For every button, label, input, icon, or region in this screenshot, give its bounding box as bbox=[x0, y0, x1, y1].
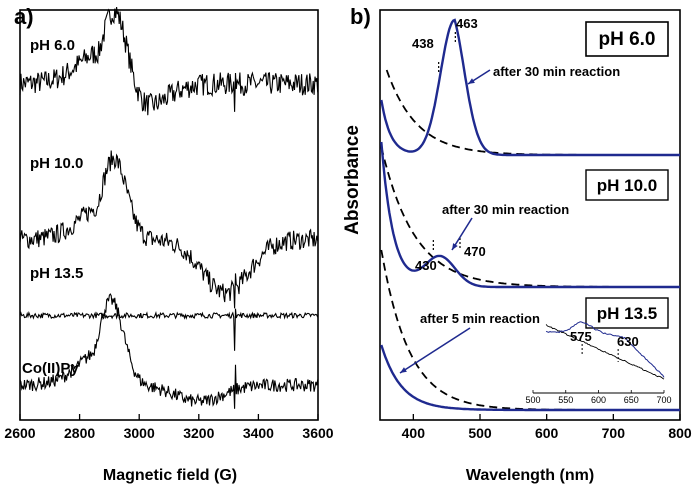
inset-tick-label: 600 bbox=[591, 395, 606, 405]
inset-tick-label: 700 bbox=[656, 395, 671, 405]
box-ph6-label: pH 6.0 bbox=[598, 29, 655, 50]
a-xtick-label: 3200 bbox=[183, 425, 214, 441]
arrow-label-ph135: after 5 min reaction bbox=[420, 311, 540, 326]
trace-label-ph6: pH 6.0 bbox=[30, 37, 75, 54]
panel-a-frame bbox=[19, 9, 319, 421]
arrow-ph6-head bbox=[468, 78, 475, 84]
panel-b-traces bbox=[380, 18, 680, 412]
a-xtick-label: 2600 bbox=[4, 425, 35, 441]
b-xtick-label: 600 bbox=[535, 425, 559, 441]
peak-label-438: 438 bbox=[412, 36, 434, 51]
ph6-before-curve bbox=[385, 69, 680, 156]
panel-a-xlabel: Magnetic field (G) bbox=[103, 467, 237, 484]
panel-a-traces bbox=[19, 7, 319, 409]
trace-label-copy: Co(II)Py bbox=[22, 360, 79, 377]
box-ph135-label: pH 13.5 bbox=[597, 304, 657, 323]
epr-trace bbox=[19, 7, 319, 116]
trace-label-ph10: pH 10.0 bbox=[30, 155, 83, 172]
inset-tick-label: 550 bbox=[558, 395, 573, 405]
arrow-ph135-head bbox=[400, 367, 407, 373]
panel-b-ylabel: Absorbance bbox=[342, 125, 363, 235]
ph135-after-curve bbox=[380, 344, 680, 412]
trace-label-ph135: pH 13.5 bbox=[30, 265, 83, 282]
inset-tick-label: 500 bbox=[525, 395, 540, 405]
a-xtick-label: 3600 bbox=[302, 425, 333, 441]
a-xtick-label: 3000 bbox=[124, 425, 155, 441]
epr-trace bbox=[19, 293, 319, 409]
inset-plot: 500 550 600 650 700 bbox=[525, 321, 672, 405]
peak-label-470: 470 bbox=[464, 244, 486, 259]
panel-a-xticks: 2600 2800 3000 3200 3400 3600 bbox=[4, 414, 334, 441]
inset-peak-label-630: 630 bbox=[617, 334, 639, 349]
panel-b-xticks: 400 500 600 700 800 bbox=[402, 414, 692, 441]
box-ph135 bbox=[585, 297, 669, 329]
arrow-label-ph10: after 30 min reaction bbox=[442, 202, 569, 217]
ph6-after-curve bbox=[380, 18, 680, 157]
b-xtick-label: 400 bbox=[402, 425, 426, 441]
a-xtick-label: 2800 bbox=[64, 425, 95, 441]
b-xtick-label: 700 bbox=[602, 425, 626, 441]
box-ph10 bbox=[585, 169, 669, 201]
arrow-ph135 bbox=[399, 327, 471, 374]
b-xtick-label: 800 bbox=[668, 425, 692, 441]
b-xtick-label: 500 bbox=[468, 425, 492, 441]
arrow-label-ph6: after 30 min reaction bbox=[493, 64, 620, 79]
ph10-after-curve bbox=[380, 141, 680, 289]
epr-trace bbox=[19, 308, 319, 351]
peak-label-463: 463 bbox=[456, 16, 478, 31]
box-ph6 bbox=[585, 21, 669, 57]
peak-label-430: 430 bbox=[415, 258, 437, 273]
panel-b-label: b) bbox=[350, 4, 371, 29]
ph135-before-curve bbox=[380, 249, 680, 411]
inset-after-curve bbox=[545, 321, 665, 378]
arrow-ph10-head bbox=[452, 243, 458, 250]
panel-b-xlabel: Wavelength (nm) bbox=[466, 467, 594, 484]
box-ph10-label: pH 10.0 bbox=[597, 176, 657, 195]
inset-tick-label: 650 bbox=[624, 395, 639, 405]
inset-before-curve bbox=[545, 324, 665, 380]
panel-b-frame bbox=[379, 9, 681, 421]
a-xtick-label: 3400 bbox=[243, 425, 274, 441]
epr-trace bbox=[19, 150, 319, 309]
inset-peak-label-575: 575 bbox=[570, 329, 592, 344]
panel-a-label: a) bbox=[14, 4, 34, 29]
